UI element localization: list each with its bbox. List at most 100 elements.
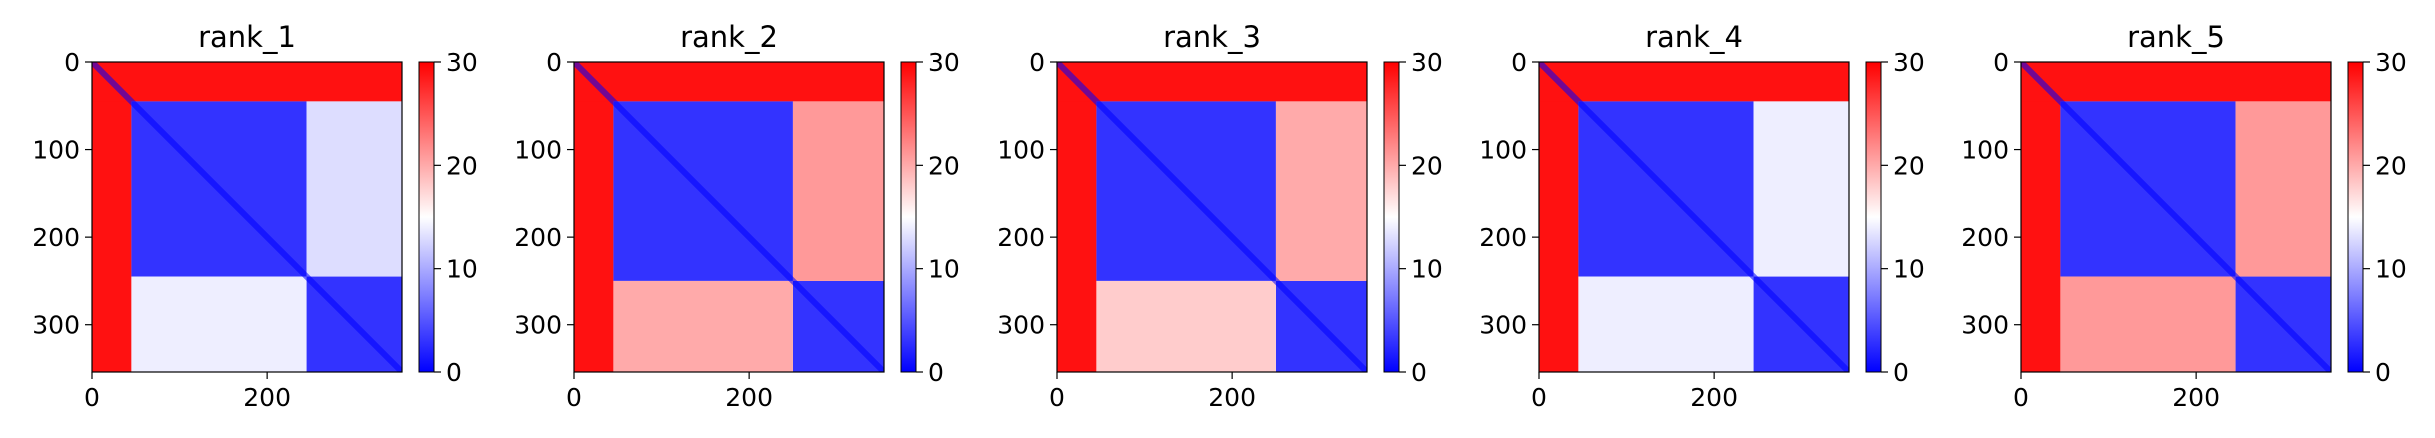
heatmap-block — [1057, 62, 1097, 372]
panel-title: rank_4 — [1645, 20, 1743, 54]
panel-5: rank_5 0 100 200 300 0 200 0 10 20 30 — [1961, 20, 2407, 412]
colorbar-tick-label: 10 — [1893, 255, 1925, 284]
y-tick-label: 300 — [32, 311, 80, 340]
panel-4: rank_4 0 100 200 300 0 200 0 10 20 30 — [1479, 20, 1925, 412]
colorbar-tick-label: 30 — [2375, 48, 2407, 77]
colorbar-tick-label: 10 — [446, 255, 478, 284]
diagonal — [92, 62, 402, 372]
heatmap-plot — [574, 62, 884, 372]
heatmap-block — [92, 62, 402, 102]
y-tick-label: 200 — [1961, 223, 2009, 252]
diagonal — [574, 62, 884, 372]
panel-1: rank_1 0 100 200 300 0 200 0 10 20 30 — [32, 20, 478, 412]
x-tick-label: 0 — [566, 383, 582, 412]
panel-title: rank_3 — [1163, 20, 1261, 54]
colorbar — [418, 61, 435, 373]
colorbar-tick-label: 0 — [928, 358, 944, 387]
heatmap-block — [92, 62, 132, 372]
y-tick-label: 200 — [514, 223, 562, 252]
colorbar-tick-label: 10 — [1411, 255, 1443, 284]
heatmap-block — [2021, 62, 2331, 102]
colorbar-tick-label: 30 — [446, 48, 478, 77]
y-tick-label: 100 — [514, 136, 562, 165]
colorbar-tick-label: 0 — [1893, 358, 1909, 387]
heatmap-block — [1096, 280, 1276, 372]
panel-3: rank_3 0 100 200 300 0 200 0 10 20 30 — [997, 20, 1443, 412]
panel-title: rank_1 — [198, 20, 296, 54]
colorbar-tick-label: 30 — [1411, 48, 1443, 77]
heatmap-block — [131, 276, 307, 372]
y-tick-label: 100 — [997, 136, 1045, 165]
panel-title: rank_5 — [2127, 20, 2225, 54]
y-tick-label: 0 — [1993, 48, 2009, 77]
panel-title: rank_2 — [680, 20, 778, 54]
heatmap-block — [1057, 62, 1367, 102]
y-tick-label: 300 — [514, 311, 562, 340]
y-tick-label: 0 — [546, 48, 562, 77]
x-tick-label: 200 — [243, 383, 291, 412]
colorbar — [1383, 61, 1400, 373]
x-tick-label: 200 — [725, 383, 773, 412]
axes-frame — [91, 61, 403, 373]
axes-frame — [1538, 61, 1850, 373]
heatmap-block — [1753, 101, 1849, 277]
heatmap-block — [613, 280, 793, 372]
y-tick-label: 300 — [1479, 311, 1527, 340]
x-tick-label: 0 — [84, 383, 100, 412]
heatmap-block — [792, 101, 884, 281]
y-tick-label: 300 — [1961, 311, 2009, 340]
diagonal — [1539, 62, 1849, 372]
heatmap-block — [306, 101, 402, 277]
x-tick-label: 0 — [1531, 383, 1547, 412]
y-tick-label: 0 — [64, 48, 80, 77]
heatmap-plot — [92, 62, 402, 372]
colorbar-tick-label: 30 — [928, 48, 960, 77]
diagonal — [2021, 62, 2331, 372]
x-tick-label: 0 — [1049, 383, 1065, 412]
x-tick-label: 200 — [2172, 383, 2220, 412]
colorbar — [2347, 61, 2364, 373]
y-tick-label: 0 — [1511, 48, 1527, 77]
y-tick-label: 100 — [1961, 136, 2009, 165]
colorbar-tick-label: 20 — [1893, 151, 1925, 180]
y-tick-label: 200 — [1479, 223, 1527, 252]
heatmap-block — [1578, 276, 1754, 372]
colorbar-tick-label: 10 — [2375, 255, 2407, 284]
colorbar-tick-label: 20 — [2375, 151, 2407, 180]
heatmap-block — [2235, 101, 2331, 277]
colorbar-tick-label: 10 — [928, 255, 960, 284]
heatmap-plot — [2021, 62, 2331, 372]
x-tick-label: 0 — [2013, 383, 2029, 412]
axes-frame — [2020, 61, 2332, 373]
colorbar-tick-label: 20 — [446, 151, 478, 180]
heatmap-plot — [1539, 62, 1849, 372]
axes-frame — [573, 61, 885, 373]
y-tick-label: 300 — [997, 311, 1045, 340]
axes-frame — [1056, 61, 1368, 373]
x-tick-label: 200 — [1208, 383, 1256, 412]
y-tick-label: 200 — [997, 223, 1045, 252]
heatmap-block — [2021, 62, 2061, 372]
colorbar — [900, 61, 917, 373]
y-tick-label: 200 — [32, 223, 80, 252]
heatmap-block — [1539, 62, 1849, 102]
y-tick-label: 100 — [32, 136, 80, 165]
y-tick-label: 100 — [1479, 136, 1527, 165]
heatmap-block — [574, 62, 614, 372]
heatmap-block — [1275, 101, 1367, 281]
colorbar — [1865, 61, 1882, 373]
diagonal — [1057, 62, 1367, 372]
x-tick-label: 200 — [1690, 383, 1738, 412]
colorbar-tick-label: 20 — [1411, 151, 1443, 180]
y-tick-label: 0 — [1029, 48, 1045, 77]
panel-2: rank_2 0 100 200 300 0 200 0 10 20 30 — [514, 20, 960, 412]
colorbar-tick-label: 20 — [928, 151, 960, 180]
colorbar-tick-label: 0 — [1411, 358, 1427, 387]
colorbar-tick-label: 30 — [1893, 48, 1925, 77]
heatmap-block — [1539, 62, 1579, 372]
heatmap-block — [574, 62, 884, 102]
heatmap-block — [2060, 276, 2236, 372]
colorbar-tick-label: 0 — [2375, 358, 2391, 387]
